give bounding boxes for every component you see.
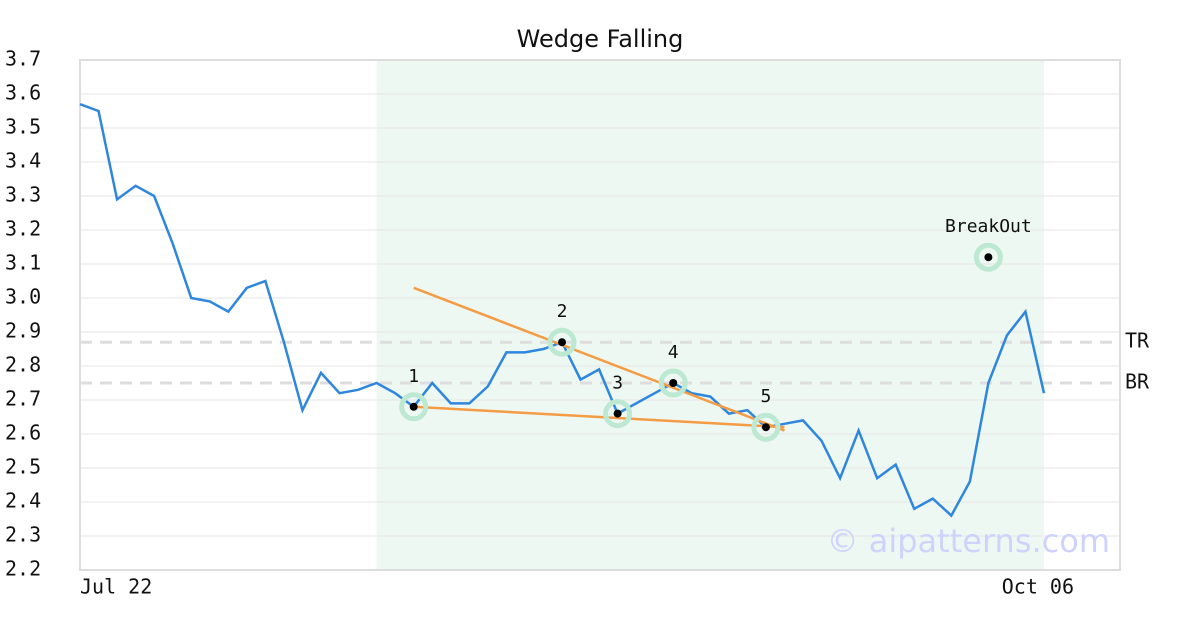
- y-tick-label: 2.7: [5, 387, 41, 411]
- y-tick-label: 3.7: [5, 47, 41, 71]
- point-label: 5: [761, 386, 772, 407]
- y-tick-label: 2.6: [5, 421, 41, 445]
- y-tick-label: 2.8: [5, 353, 41, 377]
- point-halo: [399, 392, 429, 422]
- point-dot: [984, 253, 993, 262]
- point-dot: [558, 338, 566, 347]
- x-tick-label: Jul 22: [80, 575, 152, 599]
- y-tick-label: 2.3: [5, 523, 41, 547]
- point-dot: [669, 379, 678, 387]
- y-tick-label: 2.5: [5, 455, 41, 479]
- watermark: © aipatterns.com: [827, 522, 1110, 560]
- shaded-region: [376, 60, 1045, 570]
- y-tick-label: 3.2: [5, 217, 41, 241]
- trend-line: [413, 286, 785, 432]
- point-label: 4: [668, 342, 679, 363]
- point-dot: [761, 423, 770, 432]
- point-label: 3: [612, 373, 623, 394]
- y-tick-label: 3.6: [5, 81, 41, 105]
- y-tick-label: 3.3: [5, 183, 41, 207]
- y-tick-label: 2.9: [5, 319, 41, 343]
- point-halo: [547, 327, 577, 357]
- point-halo: [973, 242, 1003, 272]
- point-label: BreakOut: [945, 216, 1032, 237]
- x-tick-label: Oct 06: [1002, 575, 1074, 599]
- y-tick-label: 2.2: [5, 557, 41, 581]
- point-dot: [409, 402, 418, 411]
- level-label: BR: [1125, 370, 1150, 394]
- point-halo: [603, 399, 633, 429]
- level-label: TR: [1125, 329, 1150, 353]
- y-tick-label: 3.4: [5, 149, 41, 173]
- point-dot: [613, 409, 622, 418]
- point-label: 2: [557, 301, 568, 322]
- y-tick-label: 3.1: [5, 251, 41, 275]
- y-tick-label: 2.4: [5, 489, 41, 513]
- y-tick-label: 3.5: [5, 115, 41, 139]
- trend-line: [413, 405, 785, 429]
- plot-frame: [79, 59, 1121, 571]
- chart-title: Wedge Falling: [517, 25, 684, 53]
- y-tick-label: 3.0: [5, 285, 41, 309]
- point-halo: [658, 368, 688, 398]
- point-label: 1: [408, 366, 419, 387]
- point-halo: [751, 412, 781, 442]
